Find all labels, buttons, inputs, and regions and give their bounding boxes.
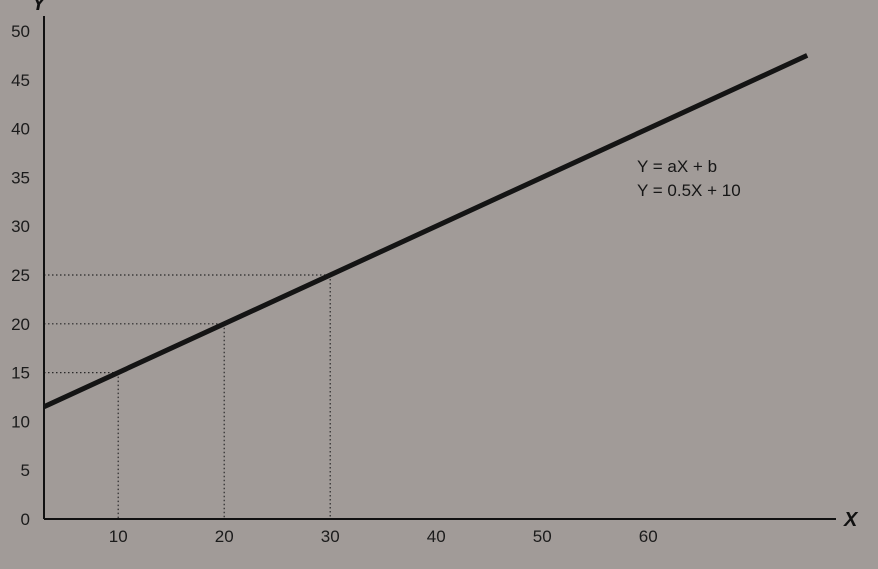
axes xyxy=(43,16,836,520)
y-tick-labels: 0 5 10 15 20 25 30 35 40 45 50 xyxy=(11,22,30,529)
y-axis-title: Y xyxy=(32,0,47,15)
x-tick-label: 20 xyxy=(215,527,234,546)
y-tick-label: 50 xyxy=(11,22,30,41)
equation-general: Y = aX + b xyxy=(637,157,717,176)
y-tick-label: 45 xyxy=(11,71,30,90)
equation-specific: Y = 0.5X + 10 xyxy=(637,181,741,200)
y-tick-label: 5 xyxy=(21,461,30,480)
x-tick-label: 30 xyxy=(321,527,340,546)
y-tick-label: 15 xyxy=(11,364,30,383)
y-tick-label: 0 xyxy=(21,510,30,529)
y-tick-label: 25 xyxy=(11,266,30,285)
x-tick-label: 40 xyxy=(427,527,446,546)
reference-guides xyxy=(44,274,331,519)
y-tick-label: 20 xyxy=(11,315,30,334)
series-line xyxy=(42,53,809,410)
series-group xyxy=(42,53,809,410)
y-tick-label: 30 xyxy=(11,217,30,236)
x-tick-label: 60 xyxy=(639,527,658,546)
x-axis-title: X xyxy=(843,509,859,531)
y-tick-label: 40 xyxy=(11,120,30,139)
x-tick-label: 10 xyxy=(109,527,128,546)
x-tick-labels: 10 20 30 40 50 60 xyxy=(109,527,658,546)
y-tick-label: 35 xyxy=(11,168,30,187)
y-tick-label: 10 xyxy=(11,412,30,431)
x-tick-label: 50 xyxy=(533,527,552,546)
